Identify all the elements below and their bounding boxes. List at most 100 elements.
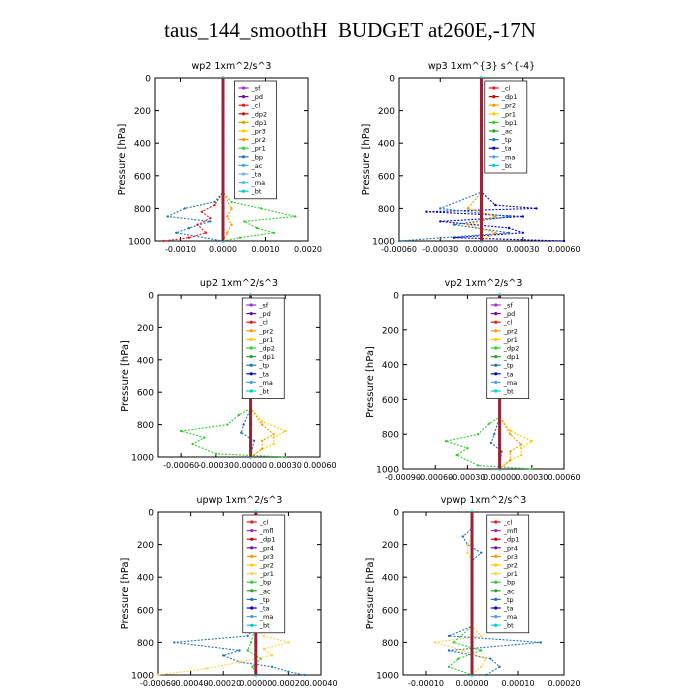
data-point [466, 543, 469, 546]
data-point [494, 203, 497, 207]
legend-label: _pd [251, 93, 264, 101]
data-point [397, 239, 401, 243]
data-point [222, 654, 225, 657]
x-tick-label: 0.00040 [304, 679, 337, 688]
legend-marker [494, 380, 498, 384]
y-tick-label: 400 [137, 574, 154, 584]
y-tick-label: 200 [378, 107, 395, 117]
legend-marker [492, 146, 496, 150]
y-tick-label: 1000 [372, 238, 395, 248]
series-line-pr1 [435, 512, 487, 676]
legend-marker [250, 529, 254, 533]
data-point [226, 215, 229, 218]
y-tick-label: 800 [378, 205, 395, 215]
data-point [484, 657, 487, 660]
legend-marker [492, 103, 496, 107]
legend-marker [249, 363, 253, 367]
x-tick-label: -0.00040 [173, 679, 209, 688]
legend-marker [250, 546, 254, 550]
legend-marker [250, 554, 254, 558]
legend-marker [241, 86, 246, 90]
legend-marker [494, 329, 498, 333]
data-point [439, 220, 442, 223]
data-point [213, 203, 216, 207]
chart-title: vp2 1xm^2/s^3 [445, 278, 523, 289]
data-point [509, 450, 512, 453]
x-tick-label: 0.00060 [547, 245, 580, 254]
y-axis-label: Pressure [hPa] [117, 124, 128, 196]
data-point [200, 210, 203, 213]
legend-marker [249, 329, 253, 333]
x-tick-label: 0.0010 [252, 245, 280, 254]
budget-chart-1: wp3 1xm^{3} s^{-4} Pressure [hPa] 0 200 400 6… [361, 61, 581, 254]
legend-marker [250, 563, 254, 567]
legend-marker [494, 589, 498, 593]
legend-marker [241, 181, 246, 185]
chart-title: upwp 1xm^2/s^3 [197, 495, 283, 506]
plot-frame [157, 511, 322, 676]
legend-marker [492, 86, 496, 90]
data-point [243, 220, 246, 223]
data-point [519, 443, 523, 446]
legend-label: _dp2 [251, 110, 268, 118]
legend-label: _pr1 [251, 145, 266, 153]
x-tick-label: -0.00010 [408, 679, 444, 688]
legend-marker [492, 155, 496, 159]
data-point [270, 654, 274, 657]
legend-marker [250, 597, 254, 601]
data-point [209, 217, 212, 220]
legend-label: _pr1 [258, 336, 273, 344]
legend-label: _pr2 [259, 562, 274, 570]
data-point [226, 423, 229, 426]
y-tick-label: 800 [137, 639, 154, 649]
legend-label: _dp1 [501, 93, 518, 101]
legend-marker [249, 337, 253, 341]
data-point [507, 231, 511, 234]
legend-marker [241, 103, 246, 107]
legend-label: _ac [503, 587, 515, 595]
legend-marker [494, 520, 498, 524]
legend-marker [494, 355, 498, 359]
data-point [509, 429, 512, 432]
y-tick-label: 1000 [131, 672, 154, 682]
legend-label: _pr1 [503, 570, 518, 578]
data-point [455, 453, 458, 457]
data-point [461, 535, 464, 538]
y-tick-label: 0 [393, 509, 399, 519]
legend-label: _bt [501, 162, 512, 170]
legend-marker [241, 112, 246, 116]
legend-marker [494, 563, 498, 567]
legend-label: _mfl [259, 527, 274, 535]
y-axis-label: Pressure [hPa] [361, 124, 372, 196]
data-point [303, 673, 306, 677]
data-point [187, 236, 191, 239]
legend-label: _bt [503, 388, 514, 396]
legend-marker [494, 554, 498, 558]
data-point [562, 239, 566, 243]
data-point [187, 226, 191, 230]
data-point [173, 641, 176, 644]
y-tick-label: 400 [134, 140, 151, 150]
legend-marker [494, 303, 498, 307]
data-point [452, 641, 455, 644]
legend-label: _cl [501, 85, 511, 93]
data-point [466, 446, 469, 450]
data-point [498, 665, 501, 668]
y-tick-label: 0 [389, 75, 395, 85]
legend-label: _pr1 [259, 570, 274, 578]
y-tick-label: 0 [145, 75, 151, 85]
legend-marker [494, 346, 498, 350]
data-point [466, 223, 469, 226]
legend-label: _pr2 [251, 136, 266, 144]
y-tick-label: 0 [393, 292, 399, 302]
x-tick-label: 0.00010 [501, 679, 534, 688]
figure-title: taus_144_smoothH BUDGET at260E,-17N [164, 18, 536, 42]
data-point [204, 231, 208, 234]
legend-label: _ma [503, 379, 518, 387]
legend-marker [494, 389, 498, 393]
legend-label: _ma [501, 153, 516, 161]
data-point [452, 223, 456, 226]
data-point [262, 634, 266, 638]
data-point [252, 439, 256, 442]
legend-label: _pr2 [501, 102, 516, 110]
